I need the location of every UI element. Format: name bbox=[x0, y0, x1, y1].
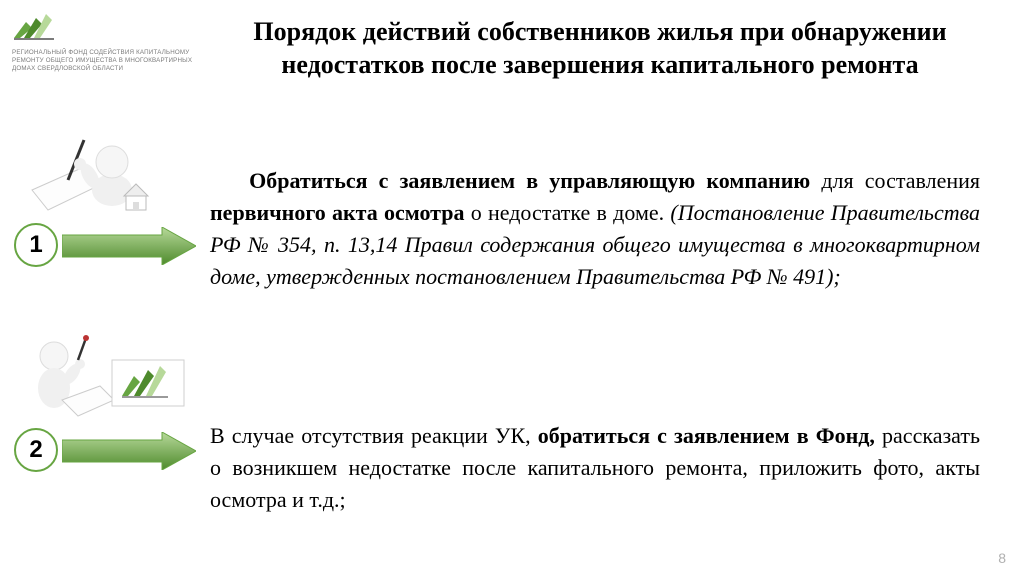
step-1-text: Обратиться с заявлением в управляющую ко… bbox=[210, 165, 980, 293]
step2-bold: обратиться с заявлением в Фонд, bbox=[538, 423, 875, 448]
page-title: Порядок действий собственников жилья при… bbox=[240, 16, 960, 81]
step1-bold1: Обратиться с заявлением в управляющую ко… bbox=[249, 168, 810, 193]
arrow-right-icon bbox=[62, 227, 196, 265]
step2-pre: В случае отсутствия реакции УК, bbox=[210, 423, 538, 448]
step1-bold2: первичного акта осмотра bbox=[210, 200, 464, 225]
step1-mid1: для составления bbox=[821, 168, 980, 193]
logo-text: РЕГИОНАЛЬНЫЙ ФОНД СОДЕЙСТВИЯ КАПИТАЛЬНОМ… bbox=[12, 49, 202, 72]
step1-mid2: о недостатке в доме. bbox=[471, 200, 671, 225]
illustration-step-2 bbox=[24, 330, 194, 420]
step-badge-1: 1 bbox=[14, 223, 58, 267]
step-badge-2: 2 bbox=[14, 428, 58, 472]
logo-mark-icon bbox=[12, 10, 60, 42]
step-2-text: В случае отсутствия реакции УК, обратить… bbox=[210, 420, 980, 516]
illustration-step-1 bbox=[24, 120, 174, 220]
step-number-1: 1 bbox=[29, 231, 42, 259]
step-number-2: 2 bbox=[29, 436, 42, 464]
page-number: 8 bbox=[998, 550, 1006, 566]
org-logo: РЕГИОНАЛЬНЫЙ ФОНД СОДЕЙСТВИЯ КАПИТАЛЬНОМ… bbox=[12, 10, 202, 72]
arrow-right-icon bbox=[62, 432, 196, 470]
